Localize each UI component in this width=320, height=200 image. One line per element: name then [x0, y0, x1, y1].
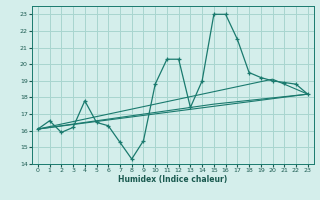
- X-axis label: Humidex (Indice chaleur): Humidex (Indice chaleur): [118, 175, 228, 184]
